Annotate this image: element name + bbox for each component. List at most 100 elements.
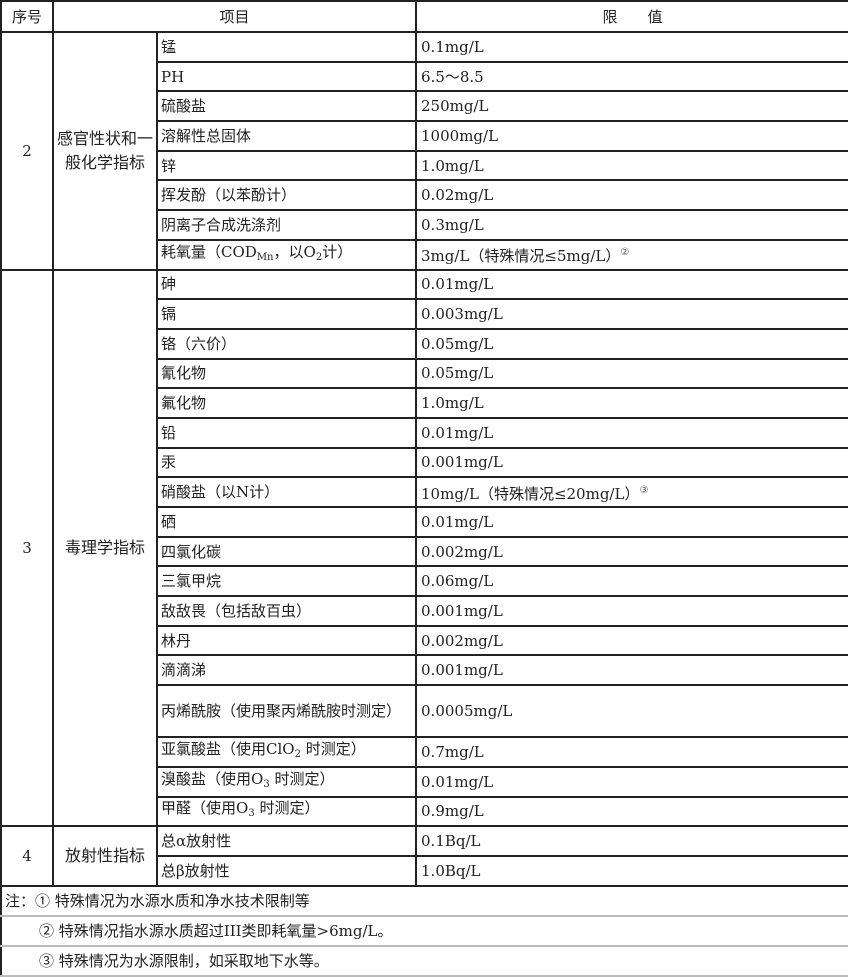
text: 1.0Bq/L [421, 861, 481, 880]
item-name: 锌 [155, 149, 418, 182]
table-row: 硒 0.01mg/L [1, 506, 848, 538]
table-row: 硫酸盐 250mg/L [1, 90, 848, 123]
text: 硫酸盐 [161, 97, 207, 116]
table-row: 硝酸盐（以N计） 10mg/L（特殊情况≤20mg/L）③ [1, 476, 848, 508]
text: 3mg/L（特殊情况≤5mg/L） [421, 247, 621, 266]
text: 0.001mg/L [421, 601, 503, 620]
limit-value: 0.01mg/L [415, 268, 848, 301]
text: 铅 [161, 423, 177, 442]
limit-value: 0.002mg/L [415, 535, 848, 568]
text: 0.003mg/L [421, 305, 503, 324]
table-row: 4 放射性指标 总α放射性 0.1Bq/L [0, 825, 848, 887]
limit-value: 0.01mg/L [415, 765, 848, 798]
table-row: 甲醛（使用O3 时测定） 0.9mg/L [1, 795, 848, 828]
text: 氰化物 [161, 364, 207, 383]
item-name: 溶解性总固体 [155, 120, 418, 152]
subscript: 3 [248, 808, 255, 820]
table-row: 滴滴涕 0.001mg/L [1, 654, 848, 687]
limit-value: 0.9mg/L [415, 795, 848, 828]
table-row: 锌 1.0mg/L [1, 149, 848, 182]
note: ③ 特殊情况为水源限制，如采取地下水等。 [0, 944, 848, 977]
text: 0.02mg/L [421, 186, 494, 205]
group-number: 3 [0, 268, 54, 828]
limit-value: 0.001mg/L [415, 446, 848, 479]
text: 锰 [161, 37, 177, 56]
item-name: 耗氧量（CODMn，以O2计） [155, 238, 418, 271]
note-text: ① 特殊情况为水源水质和净水技术限制等 [35, 891, 310, 910]
limit-value: 0.0005mg/L [415, 684, 848, 739]
item-name: 敌敌畏（包括敌百虫） [155, 595, 418, 627]
group-category: 感官性状和一般化学指标 [52, 31, 158, 271]
header-limit: 限 值 [415, 0, 848, 33]
table-row: 丙烯酰胺（使用聚丙烯酰胺时测定） 0.0005mg/L [1, 684, 848, 739]
text: 时测定） [300, 739, 366, 758]
subscript: 2 [315, 251, 323, 263]
item-name: 砷 [155, 268, 418, 301]
item-name: 总β放射性 [155, 854, 418, 887]
limit-value: 0.05mg/L [415, 327, 848, 360]
footnote-ref: ③ [639, 484, 649, 496]
item-name: 甲醛（使用O3 时测定） [155, 795, 418, 828]
text: 三氯甲烷 [161, 572, 222, 591]
text: 四氯化碳 [161, 542, 222, 561]
text: 0.0005mg/L [421, 702, 513, 721]
table-row: PH 6.5～8.5 [1, 60, 848, 93]
limit-value: 0.06mg/L [415, 565, 848, 598]
text: 丙烯酰胺（使用聚丙烯酰胺时测定） [161, 702, 402, 721]
text: 亚氯酸盐（使用ClO [161, 739, 295, 758]
item-name: 丙烯酰胺（使用聚丙烯酰胺时测定） [155, 684, 418, 739]
limit-value: 0.003mg/L [415, 298, 848, 330]
subscript: Mn [256, 251, 274, 263]
note: 注：① 特殊情况为水源水质和净水技术限制等 [0, 884, 848, 917]
text: 1.0mg/L [421, 394, 484, 413]
text: 硒 [161, 512, 177, 531]
limit-value: 0.02mg/L [415, 179, 848, 212]
text: 0.001mg/L [421, 453, 503, 472]
item-name: 铬（六价） [155, 327, 418, 360]
table-row: 2 感官性状和一般化学指标锰 0.1mg/L [0, 31, 848, 271]
table-row: 氰化物 0.05mg/L [1, 357, 848, 390]
header-no: 序号 [0, 0, 54, 33]
limit-value: 1.0Bq/L [415, 854, 848, 887]
subscript: 3 [263, 778, 270, 790]
text: 10mg/L（特殊情况≤20mg/L） [421, 484, 640, 503]
text: 0.01mg/L [421, 512, 494, 531]
limit-value: 1.0mg/L [415, 387, 848, 419]
table-row: 四氯化碳 0.002mg/L [1, 535, 848, 568]
text: ，以O [273, 242, 316, 261]
note-text: ② 特殊情况指水源水质超过III类即耗氧量>6mg/L。 [39, 921, 393, 940]
text: 硝酸盐（以N计） [161, 483, 280, 502]
table-row: 3 毒理学指标砷 0.01mg/L [0, 268, 848, 828]
text: 0.3mg/L [421, 215, 484, 234]
limit-value: 0.1mg/L [415, 31, 848, 63]
group-number: 2 [0, 31, 54, 271]
text: 总β放射性 [161, 861, 230, 880]
item-name: 镉 [155, 298, 418, 330]
text: 250mg/L [421, 97, 489, 116]
text: 0.002mg/L [421, 631, 503, 650]
item-name: 滴滴涕 [155, 654, 418, 687]
note-label: 注： [5, 891, 36, 910]
table-row: 敌敌畏（包括敌百虫） 0.001mg/L [1, 595, 848, 627]
text: 锌 [161, 156, 177, 175]
text: 0.01mg/L [421, 275, 494, 294]
text: 0.1mg/L [421, 37, 484, 56]
header-item: 项目 [51, 0, 418, 33]
limit-value: 3mg/L（特殊情况≤5mg/L）② [415, 238, 848, 271]
limit-value: 0.01mg/L [415, 506, 848, 538]
item-name: 硝酸盐（以N计） [155, 476, 418, 508]
text: 总α放射性 [161, 832, 232, 851]
limit-value: 1.0mg/L [415, 149, 848, 182]
limit-value: 0.002mg/L [415, 624, 848, 657]
item-name: 挥发酚（以苯酚计） [155, 179, 418, 212]
text: 时测定） [254, 799, 320, 818]
text: 0.05mg/L [421, 364, 494, 383]
table-row: 汞 0.001mg/L [1, 446, 848, 479]
item-name: 硒 [155, 506, 418, 538]
item-name: 总α放射性 [155, 825, 418, 857]
table-row: 亚氯酸盐（使用ClO2 时测定） 0.7mg/L [1, 736, 848, 768]
text: 0.05mg/L [421, 334, 494, 353]
table-row: 溴酸盐（使用O3 时测定） 0.01mg/L [1, 765, 848, 798]
item-name: 林丹 [155, 624, 418, 657]
note-row: ③ 特殊情况为水源限制，如采取地下水等。 [0, 944, 848, 977]
